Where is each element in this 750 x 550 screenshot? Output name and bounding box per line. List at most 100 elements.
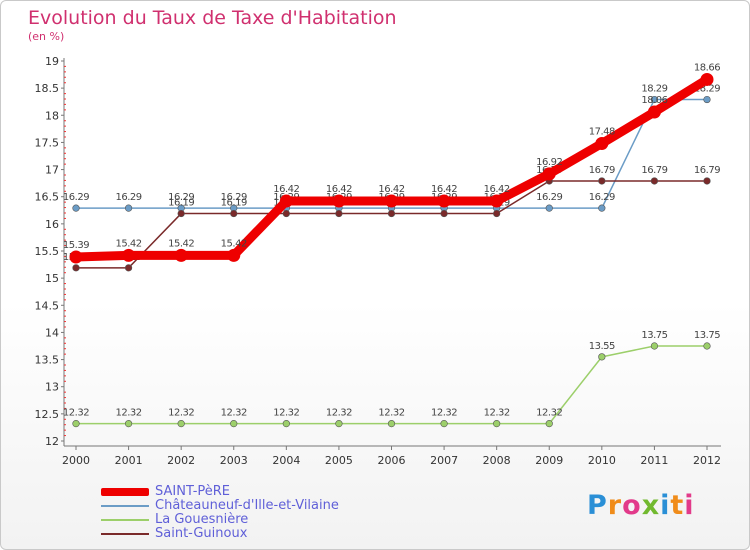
data-point	[387, 209, 396, 218]
data-label: 12.32	[326, 408, 352, 419]
y-tick-label: 15	[45, 272, 59, 285]
x-tick-label: 2008	[483, 454, 511, 467]
x-tick-label: 2003	[220, 454, 248, 467]
legend-swatch	[101, 488, 149, 496]
data-label: 13.75	[641, 330, 667, 341]
data-point	[72, 204, 80, 212]
data-point	[177, 209, 185, 218]
chart-title: Evolution du Taux de Taxe d'Habitation	[28, 7, 397, 29]
data-label: 16.42	[431, 184, 457, 195]
data-point	[650, 95, 659, 104]
data-label: 16.29	[63, 192, 89, 203]
data-label: 16.79	[589, 165, 615, 176]
y-tick-label: 14.5	[35, 299, 60, 312]
data-point	[227, 248, 241, 262]
data-point	[598, 177, 606, 185]
y-tick-label: 12.5	[35, 408, 60, 421]
data-label: 16.79	[694, 165, 720, 176]
data-label: 16.29	[536, 192, 562, 203]
logo-letter: i	[684, 490, 695, 521]
data-label: 12.32	[63, 408, 89, 419]
data-point	[598, 353, 606, 361]
data-label: 13.55	[589, 341, 615, 352]
legend-item-la-gouesniere: La Gouesnière	[101, 513, 339, 527]
data-label: 15.42	[168, 238, 194, 249]
data-label: 16.42	[484, 184, 510, 195]
data-point	[595, 137, 609, 151]
data-label: 16.79	[641, 165, 667, 176]
data-point	[279, 194, 293, 208]
data-label: 12.32	[431, 408, 457, 419]
data-point	[335, 420, 343, 428]
data-point	[545, 204, 553, 212]
data-label: 12.32	[221, 408, 247, 419]
data-label: 12.32	[168, 408, 194, 419]
data-label: 18.66	[694, 62, 720, 73]
data-point	[440, 209, 448, 218]
data-label: 12.32	[273, 408, 299, 419]
legend-swatch	[101, 519, 149, 521]
data-point	[387, 420, 396, 428]
y-tick-label: 14	[45, 326, 59, 339]
data-label: 15.42	[116, 238, 142, 249]
logo-letter: i	[660, 490, 671, 521]
legend-item-saint-pere: SAINT-PèRE	[101, 485, 339, 499]
x-tick-label: 2006	[378, 454, 406, 467]
y-tick-label: 17.5	[35, 136, 60, 149]
data-point	[174, 248, 188, 262]
data-label: 15.42	[221, 238, 247, 249]
data-label: 12.32	[484, 408, 510, 419]
legend-label: Châteauneuf-d'Ille-et-Vilaine	[155, 498, 339, 513]
data-point	[124, 264, 133, 272]
data-label: 16.29	[221, 192, 247, 203]
data-label: 18.06	[641, 95, 667, 106]
data-point	[490, 194, 504, 208]
data-point	[385, 194, 398, 208]
proxiti-logo: Proxiti	[587, 490, 695, 521]
y-tick-label: 18	[45, 109, 59, 122]
x-tick-label: 2001	[115, 454, 143, 467]
x-tick-label: 2005	[325, 454, 353, 467]
y-tick-label: 13.5	[35, 354, 60, 367]
legend-swatch	[101, 533, 149, 535]
data-point	[122, 248, 136, 262]
y-tick-label: 19	[45, 55, 59, 68]
data-label: 16.92	[536, 157, 562, 168]
logo-letter: t	[670, 490, 685, 521]
data-label: 18.29	[641, 84, 667, 95]
legend-item-chateauneuf: Châteauneuf-d'Ille-et-Vilaine	[101, 499, 339, 513]
y-tick-label: 16	[45, 218, 59, 231]
data-label: 15.39	[63, 240, 89, 251]
y-tick-label: 15.5	[35, 245, 60, 258]
y-axis-unit-label: (en %)	[28, 30, 65, 43]
data-point	[124, 420, 133, 428]
legend-label: La Gouesnière	[155, 512, 249, 527]
data-point	[335, 209, 343, 218]
data-label: 18.29	[694, 84, 720, 95]
data-label: 16.29	[116, 192, 142, 203]
data-label: 17.48	[589, 127, 615, 138]
x-tick-label: 2004	[272, 454, 300, 467]
x-tick-label: 2011	[640, 454, 668, 467]
data-point	[700, 72, 714, 86]
legend-label: SAINT-PèRE	[155, 484, 231, 499]
data-label: 16.19	[168, 198, 194, 209]
data-point	[69, 250, 83, 264]
data-point	[650, 342, 659, 350]
x-tick-label: 2012	[693, 454, 721, 467]
data-point	[545, 420, 553, 428]
data-label: 16.19	[221, 198, 247, 209]
data-point	[493, 420, 501, 428]
data-point	[332, 194, 346, 208]
y-tick-label: 12	[45, 435, 59, 448]
data-label: 16.29	[168, 192, 194, 203]
data-point	[598, 204, 606, 212]
data-point	[124, 204, 133, 212]
x-tick-label: 2010	[588, 454, 616, 467]
y-tick-label: 13	[45, 381, 59, 394]
data-point	[230, 420, 238, 428]
logo-letter: P	[587, 490, 608, 521]
y-tick-label: 18.5	[35, 82, 60, 95]
data-label: 16.29	[589, 192, 615, 203]
data-point	[493, 209, 501, 218]
